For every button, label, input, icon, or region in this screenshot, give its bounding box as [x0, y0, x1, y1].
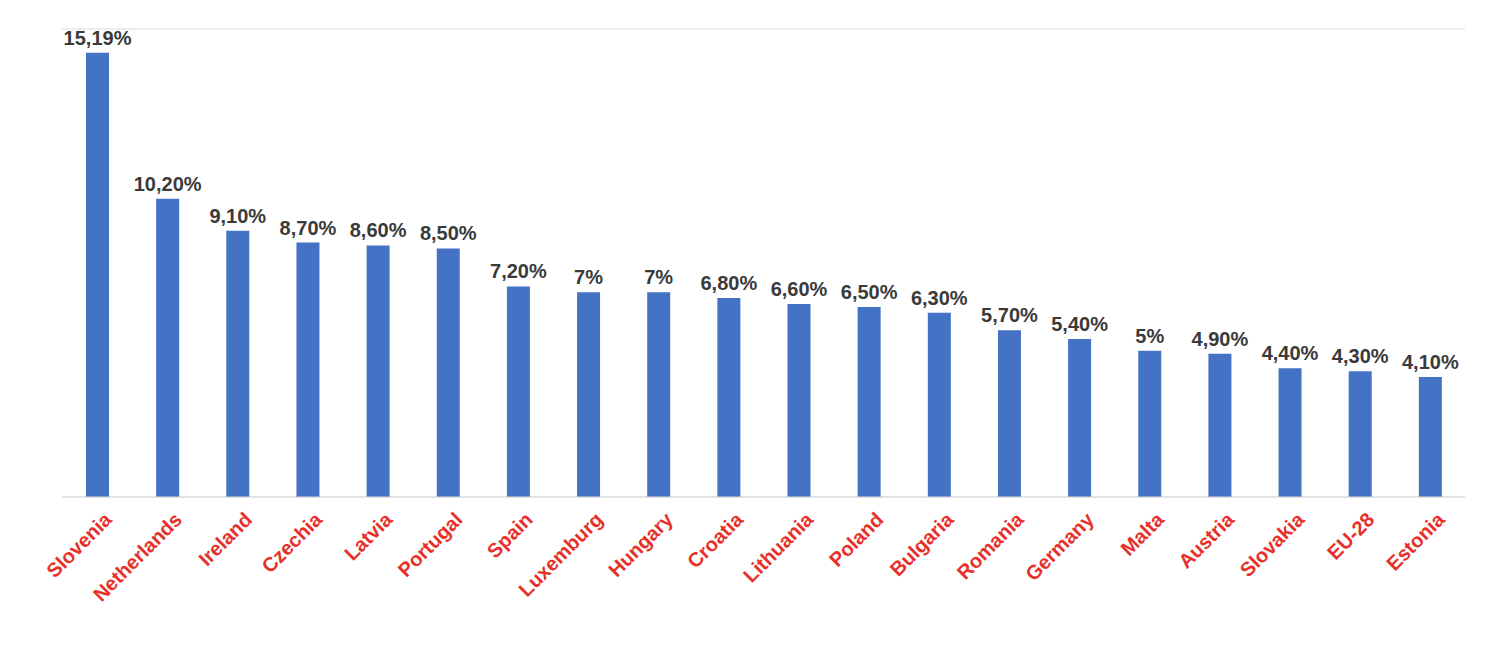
svg-text:Ireland: Ireland	[194, 508, 256, 570]
svg-text:Poland: Poland	[825, 508, 888, 571]
svg-text:EU-28: EU-28	[1323, 508, 1379, 564]
svg-text:Romania: Romania	[952, 508, 1028, 584]
svg-text:5,40%: 5,40%	[1051, 313, 1108, 335]
svg-text:Luxemburg: Luxemburg	[514, 508, 607, 601]
svg-text:6,60%: 6,60%	[771, 278, 828, 300]
svg-text:8,60%: 8,60%	[350, 219, 407, 241]
svg-text:9,10%: 9,10%	[209, 205, 266, 227]
svg-text:8,70%: 8,70%	[280, 217, 337, 239]
svg-text:6,50%: 6,50%	[841, 281, 898, 303]
svg-text:7%: 7%	[644, 266, 673, 288]
svg-text:Slovenia: Slovenia	[42, 508, 116, 582]
svg-text:5%: 5%	[1135, 325, 1164, 347]
svg-text:4,90%: 4,90%	[1192, 328, 1249, 350]
svg-text:4,30%: 4,30%	[1332, 345, 1389, 367]
svg-text:Estonia: Estonia	[1382, 508, 1449, 575]
svg-text:Latvia: Latvia	[340, 508, 397, 565]
svg-text:Spain: Spain	[483, 508, 537, 562]
svg-text:6,30%: 6,30%	[911, 287, 968, 309]
svg-text:Czechia: Czechia	[257, 508, 327, 578]
svg-text:Slovakia: Slovakia	[1235, 508, 1309, 582]
svg-text:7,20%: 7,20%	[490, 260, 547, 282]
svg-text:8,50%: 8,50%	[420, 222, 477, 244]
svg-text:Germany: Germany	[1021, 508, 1098, 585]
svg-text:15,19%: 15,19%	[64, 27, 132, 49]
svg-text:Croatia: Croatia	[683, 508, 748, 573]
svg-text:Austria: Austria	[1174, 508, 1239, 573]
svg-text:Hungary: Hungary	[604, 508, 678, 582]
svg-text:Lithuania: Lithuania	[739, 508, 818, 587]
svg-text:Portugal: Portugal	[394, 508, 467, 581]
svg-text:Malta: Malta	[1116, 508, 1168, 560]
svg-text:7%: 7%	[574, 266, 603, 288]
svg-text:5,70%: 5,70%	[981, 304, 1038, 326]
svg-text:4,10%: 4,10%	[1402, 351, 1459, 373]
svg-text:Netherlands: Netherlands	[89, 508, 186, 605]
svg-text:4,40%: 4,40%	[1262, 342, 1319, 364]
svg-text:6,80%: 6,80%	[700, 272, 757, 294]
svg-text:Bulgaria: Bulgaria	[885, 508, 958, 581]
svg-text:10,20%: 10,20%	[134, 173, 202, 195]
